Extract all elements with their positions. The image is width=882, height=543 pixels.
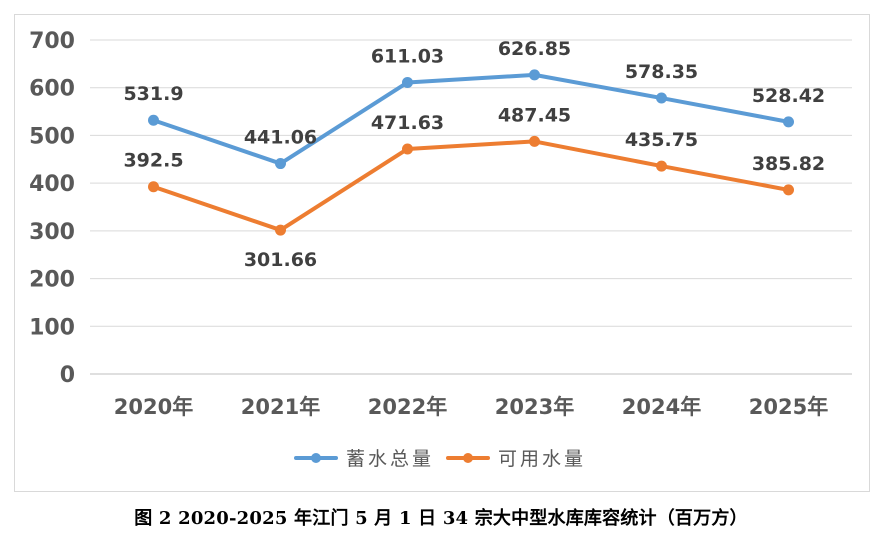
gridlines: [90, 39, 852, 375]
x-tick-label: 2022年: [368, 395, 447, 419]
data-label: 385.82: [752, 153, 825, 175]
data-point-2: [783, 184, 794, 196]
y-tick-label: 200: [29, 268, 75, 293]
legend-label-2: 可用水量: [498, 448, 586, 470]
data-point-1: [275, 158, 286, 170]
x-axis-tick-labels: 2020年 2021年 2022年 2023年 2024年 2025年: [114, 395, 828, 419]
data-point-2: [148, 181, 159, 193]
y-tick-label: 700: [29, 29, 75, 54]
data-label: 578.35: [625, 61, 698, 83]
y-axis-tick-labels: 0 100 200 300 400 500 600 700: [29, 29, 75, 388]
series-lines: [151, 72, 791, 233]
legend-label-1: 蓄水总量: [346, 448, 434, 470]
data-label: 611.03: [371, 45, 444, 67]
legend-marker-1: [311, 453, 321, 463]
data-point-1: [783, 116, 794, 128]
data-label: 487.45: [498, 104, 571, 126]
data-label: 471.63: [371, 112, 444, 134]
x-tick-label: 2023年: [495, 395, 574, 419]
data-point-2: [529, 135, 540, 147]
x-tick-label: 2025年: [749, 395, 828, 419]
chart-frame: [14, 14, 870, 492]
data-point-1: [148, 114, 159, 126]
data-label: 626.85: [498, 38, 571, 60]
x-tick-label: 2020年: [114, 395, 193, 419]
y-tick-label: 100: [29, 315, 75, 340]
data-label: 301.66: [244, 249, 317, 271]
data-labels: 531.9 441.06 611.03 626.85 578.35 528.42 392.5…: [123, 38, 825, 271]
y-tick-label: 600: [29, 77, 75, 102]
x-tick-label: 2024年: [622, 395, 701, 419]
data-label: 392.5: [123, 150, 183, 172]
data-point-1: [402, 76, 413, 88]
data-label: 441.06: [244, 127, 317, 149]
legend: 蓄水总量 可用水量: [294, 448, 586, 470]
series-line-2: [151, 139, 791, 233]
data-point-1: [529, 69, 540, 81]
y-tick-label: 300: [29, 220, 75, 245]
y-tick-label: 400: [29, 172, 75, 197]
data-label: 531.9: [123, 83, 183, 105]
data-point-1: [656, 92, 667, 104]
legend-marker-2: [463, 453, 473, 463]
data-point-2: [402, 143, 413, 155]
data-label: 528.42: [752, 85, 825, 107]
series-line-1: [151, 72, 791, 166]
y-tick-label: 500: [29, 124, 75, 149]
y-tick-label: 0: [60, 363, 75, 388]
figure-caption: 图 2 2020-2025 年江门 5 月 1 日 34 宗大中型水库库容统计（…: [134, 508, 748, 529]
data-label: 435.75: [625, 129, 698, 151]
data-point-2: [275, 224, 286, 236]
series-points: [148, 69, 794, 236]
data-point-2: [656, 160, 667, 172]
x-tick-label: 2021年: [241, 395, 320, 419]
